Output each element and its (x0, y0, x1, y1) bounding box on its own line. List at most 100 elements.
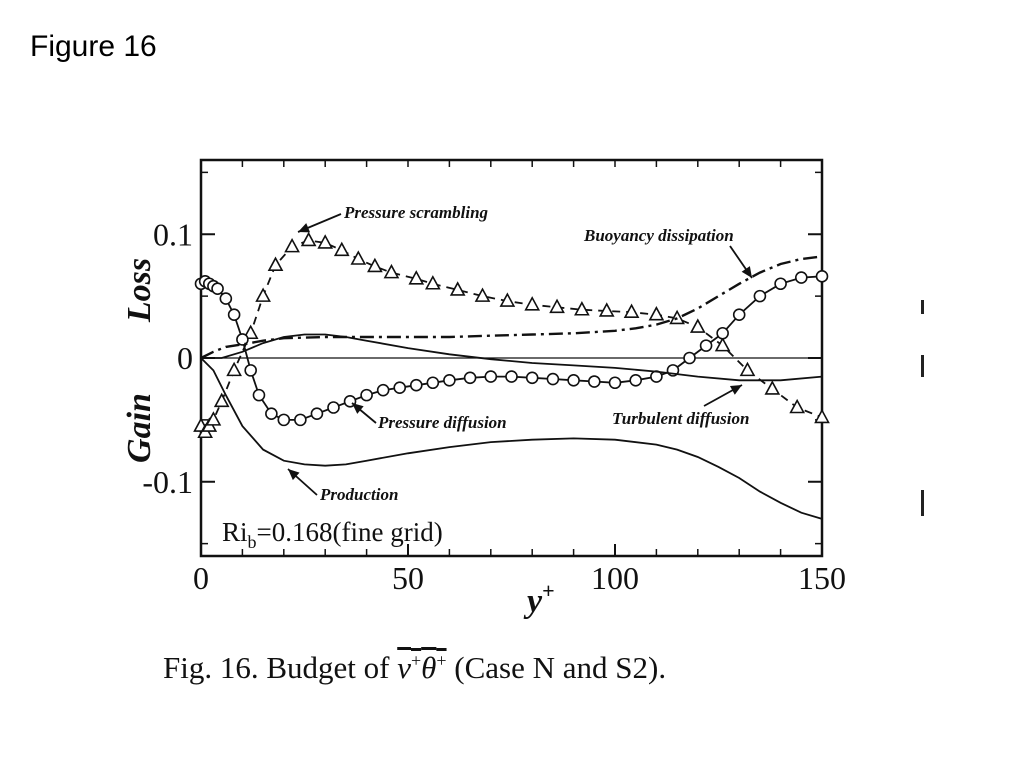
x-axis-label-main: y (523, 583, 543, 620)
triangle-point (598, 302, 615, 317)
circle-point (753, 289, 767, 303)
circle-point (774, 277, 787, 291)
triangle-point (499, 292, 516, 307)
y-tick-label: 0.1 (153, 216, 193, 252)
circle-point (716, 326, 729, 340)
caption-prefix: Fig. 16. Budget of (163, 650, 398, 685)
annotations: Pressure scrambling Buoyancy dissipation P… (287, 203, 753, 504)
triangle-point (764, 380, 781, 395)
circle-point (393, 381, 407, 395)
circle-point (699, 339, 713, 352)
circle-point (443, 373, 456, 387)
circle-point (327, 401, 340, 414)
annotation-buoyancy-dissipation: Buoyancy dissipation (583, 226, 734, 245)
triangle-point (449, 281, 466, 296)
circle-point (426, 376, 440, 390)
y-tick-label: 0 (177, 340, 193, 376)
triangle-point (714, 336, 731, 352)
triangle-point (549, 298, 565, 314)
triangle-point (424, 275, 441, 290)
circle-point (587, 375, 601, 388)
triangle-point (213, 392, 230, 408)
y-tick-label: -0.1 (142, 464, 193, 500)
x-tick-label: 150 (798, 560, 846, 596)
annotation-arrowhead (288, 469, 300, 481)
circle-point (815, 270, 829, 283)
triangle-point (789, 398, 806, 414)
caption-var-v: v (397, 650, 411, 685)
caption-var-theta: θ (421, 650, 437, 685)
triangle-point (574, 301, 590, 316)
x-axis-label-sup: + (542, 578, 555, 603)
y-axis-label-loss: Loss (121, 258, 158, 323)
circle-point (463, 371, 477, 385)
triangle-point (689, 318, 706, 333)
triangle-point (226, 361, 242, 377)
edge-mark (921, 355, 924, 377)
triangle-point (739, 361, 756, 377)
triangle-point (284, 237, 300, 253)
x-tick-label: 0 (193, 560, 209, 596)
circle-point (484, 370, 498, 383)
circle-point (525, 371, 539, 385)
annotation-turbulent-diffusion: Turbulent diffusion (612, 409, 749, 428)
circle-point (219, 292, 233, 305)
axes: 0 50 100 150 0.1 0 -0.1 y+ Loss Gain Rib=0.168(fin… (121, 158, 846, 620)
series-buoyancy-dissipation (200, 255, 823, 360)
caption-sup-theta: + (436, 650, 447, 671)
circle-point (265, 407, 278, 420)
circle-point (236, 333, 249, 346)
ri-main: Ri (222, 517, 248, 547)
triangle-point (669, 309, 685, 325)
series-production (200, 357, 823, 520)
series-group (193, 231, 830, 520)
triangle-point (242, 324, 259, 340)
triangle-point (648, 306, 665, 321)
circle-point (732, 308, 746, 321)
triangle-point (317, 234, 334, 249)
edge-mark (921, 490, 924, 516)
series-line-buoyancy-dissipation (200, 255, 823, 360)
annotation-arrowhead (729, 385, 742, 395)
circle-point (277, 413, 291, 427)
circle-point (310, 407, 324, 420)
figure-caption: Fig. 16. Budget of v+θ+ (Case N and S2). (163, 650, 666, 686)
caption-sup-v: + (411, 650, 422, 671)
annotation-arrowhead (741, 266, 752, 278)
slide-title: Figure 16 (30, 30, 157, 63)
circle-point (567, 373, 580, 387)
annotation-arrowhead (352, 403, 364, 414)
triangle-point (267, 256, 284, 271)
circle-point (294, 413, 307, 427)
series-turbulent-diffusion (201, 333, 823, 382)
x-tick-label: 100 (591, 560, 639, 596)
circle-point (505, 370, 518, 383)
triangle-point (814, 408, 830, 424)
circle-point (244, 364, 257, 377)
circle-point (376, 383, 390, 397)
triangle-point (474, 287, 491, 302)
caption-suffix: (Case N and S2). (446, 650, 667, 685)
x-tick-label: 50 (392, 560, 424, 596)
caption-math: v+θ+ (397, 650, 446, 685)
triangle-point (408, 270, 425, 285)
circle-point (546, 372, 560, 386)
series-pressure-scrambling (193, 231, 830, 439)
circle-point (794, 271, 808, 284)
ri-annotation: Rib=0.168(fine grid) (222, 517, 443, 552)
circle-point (683, 351, 696, 365)
triangle-point (623, 303, 640, 319)
triangle-point (350, 250, 367, 265)
triangle-point (205, 411, 222, 426)
circle-point (252, 388, 266, 402)
ri-sub: b (248, 532, 257, 552)
y-axis-label-gain: Gain (121, 393, 158, 463)
circle-point (409, 378, 423, 392)
x-axis-label: y+ (523, 578, 555, 620)
series-pressure-diffusion (194, 270, 829, 427)
ri-rest: =0.168(fine grid) (257, 517, 443, 547)
circle-point (360, 388, 373, 402)
triangle-point (333, 241, 350, 257)
triangle-point (367, 257, 383, 273)
triangle-point (255, 287, 271, 302)
